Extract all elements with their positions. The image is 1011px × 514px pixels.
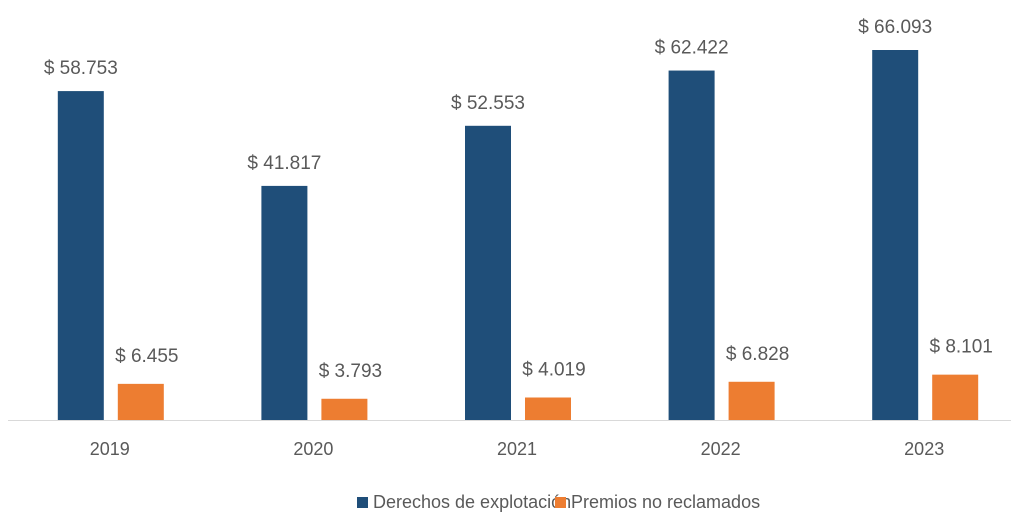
legend-swatch	[555, 497, 566, 508]
x-tick-label: 2022	[701, 439, 741, 459]
x-tick-label: 2023	[904, 439, 944, 459]
value-label: $ 66.093	[858, 17, 932, 38]
legend-swatch	[357, 497, 368, 508]
value-label: $ 6.828	[726, 344, 789, 365]
bar	[728, 381, 775, 420]
x-tick-label: 2021	[497, 439, 537, 459]
value-label: $ 58.753	[44, 58, 118, 79]
x-tick-label: 2019	[90, 439, 130, 459]
value-label: $ 6.455	[115, 346, 178, 367]
legend-label: Premios no reclamados	[571, 492, 760, 512]
value-label: $ 41.817	[247, 153, 321, 174]
value-label: $ 8.101	[929, 337, 992, 358]
value-label: $ 4.019	[522, 360, 585, 381]
bar	[872, 50, 919, 420]
legend-label: Derechos de explotación	[373, 492, 571, 512]
bar	[57, 91, 104, 421]
bar	[261, 185, 308, 420]
bar	[465, 125, 511, 420]
bar	[117, 383, 164, 420]
value-label: $ 62.422	[655, 38, 729, 59]
bar	[525, 397, 571, 420]
bar	[932, 374, 979, 420]
value-label: $ 3.793	[319, 361, 382, 382]
bar	[668, 70, 715, 420]
x-tick-label: 2020	[293, 439, 333, 459]
bar	[321, 398, 368, 420]
value-label: $ 52.553	[451, 93, 525, 114]
